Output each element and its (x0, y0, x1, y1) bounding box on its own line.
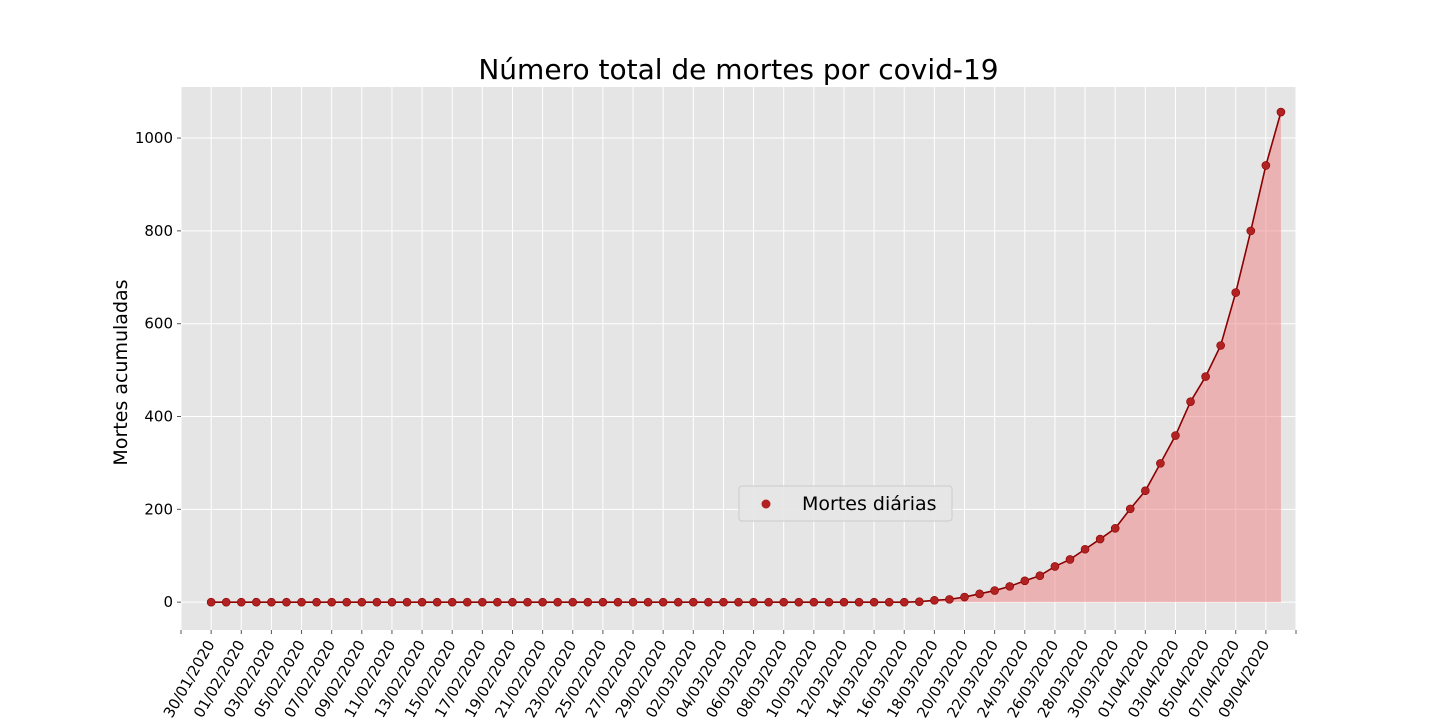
data-point (252, 597, 261, 607)
y-tick-label: 200 (144, 500, 173, 518)
data-point (312, 597, 321, 607)
y-axis-label: Mortes acumuladas (110, 279, 132, 465)
data-point (1020, 576, 1030, 586)
data-point (432, 597, 442, 607)
data-point (493, 597, 502, 607)
data-point (478, 597, 487, 607)
data-point (282, 597, 291, 607)
data-point (688, 597, 698, 607)
data-point (779, 597, 789, 607)
data-point (1005, 582, 1015, 591)
x-axis-ticks: 30/01/202001/02/202003/02/202005/02/2020… (160, 630, 1297, 720)
data-point (1156, 459, 1165, 468)
area-fill (211, 112, 1281, 603)
data-point (1095, 534, 1105, 544)
data-point (1110, 524, 1120, 533)
data-point (1035, 571, 1045, 581)
data-point (372, 597, 382, 607)
data-point (628, 597, 638, 607)
data-point (1125, 504, 1135, 514)
data-point (553, 597, 562, 607)
data-point (869, 597, 879, 607)
legend-marker (761, 499, 771, 509)
data-point (945, 595, 954, 604)
data-point (1201, 372, 1210, 381)
data-point (1216, 341, 1225, 350)
data-point (447, 597, 457, 607)
data-point (613, 597, 623, 607)
data-point (267, 597, 276, 607)
data-point (508, 597, 517, 607)
data-point (930, 595, 939, 605)
data-point (884, 597, 894, 607)
y-tick-label: 1000 (135, 129, 173, 147)
data-point (583, 597, 593, 607)
data-point (402, 597, 412, 607)
data-point (975, 589, 984, 599)
y-tick-label: 600 (144, 315, 173, 333)
data-point (824, 597, 834, 607)
data-point (990, 586, 999, 595)
data-point (462, 597, 472, 607)
data-point (960, 592, 969, 602)
data-point (643, 597, 653, 607)
data-point (854, 597, 864, 607)
data-point (1231, 288, 1241, 297)
data-point (719, 597, 728, 607)
data-point (357, 597, 367, 607)
data-point (236, 597, 246, 607)
data-point (297, 597, 306, 607)
y-tick-label: 800 (144, 222, 173, 240)
legend: Mortes diárias (738, 485, 953, 522)
series-points (206, 107, 1286, 607)
data-point (673, 597, 683, 607)
data-point (704, 597, 713, 607)
data-point (764, 597, 773, 607)
data-point (1065, 555, 1075, 564)
data-point (523, 597, 532, 607)
y-tick-label: 400 (144, 408, 173, 426)
data-point (1080, 544, 1090, 554)
data-point (327, 597, 336, 607)
data-point (839, 597, 849, 607)
data-point (749, 597, 758, 607)
y-axis-ticks: 0 200 400 600 800 1000 (135, 129, 181, 611)
data-point (915, 597, 924, 606)
data-point (899, 597, 909, 607)
data-point (417, 597, 427, 607)
data-point (206, 597, 216, 607)
data-point (1276, 107, 1286, 117)
data-point (568, 597, 578, 607)
legend-label: Mortes diárias (802, 493, 937, 515)
data-point (1171, 431, 1180, 440)
legend-box (738, 485, 953, 522)
y-tick-label: 0 (163, 593, 173, 611)
data-point (1141, 486, 1150, 496)
data-point (1050, 562, 1060, 571)
data-point (809, 597, 819, 607)
chart-title: Número total de mortes por covid-19 (478, 53, 998, 86)
data-point (1186, 397, 1195, 406)
data-point (221, 597, 231, 607)
data-point (658, 597, 668, 607)
data-point (387, 597, 397, 607)
data-point (1261, 161, 1271, 170)
x-gridlines (180, 87, 1297, 630)
data-point (342, 597, 352, 607)
data-point (794, 597, 804, 607)
data-point (598, 597, 608, 607)
data-point (734, 597, 743, 607)
data-point (1246, 226, 1256, 236)
data-point (538, 597, 547, 607)
